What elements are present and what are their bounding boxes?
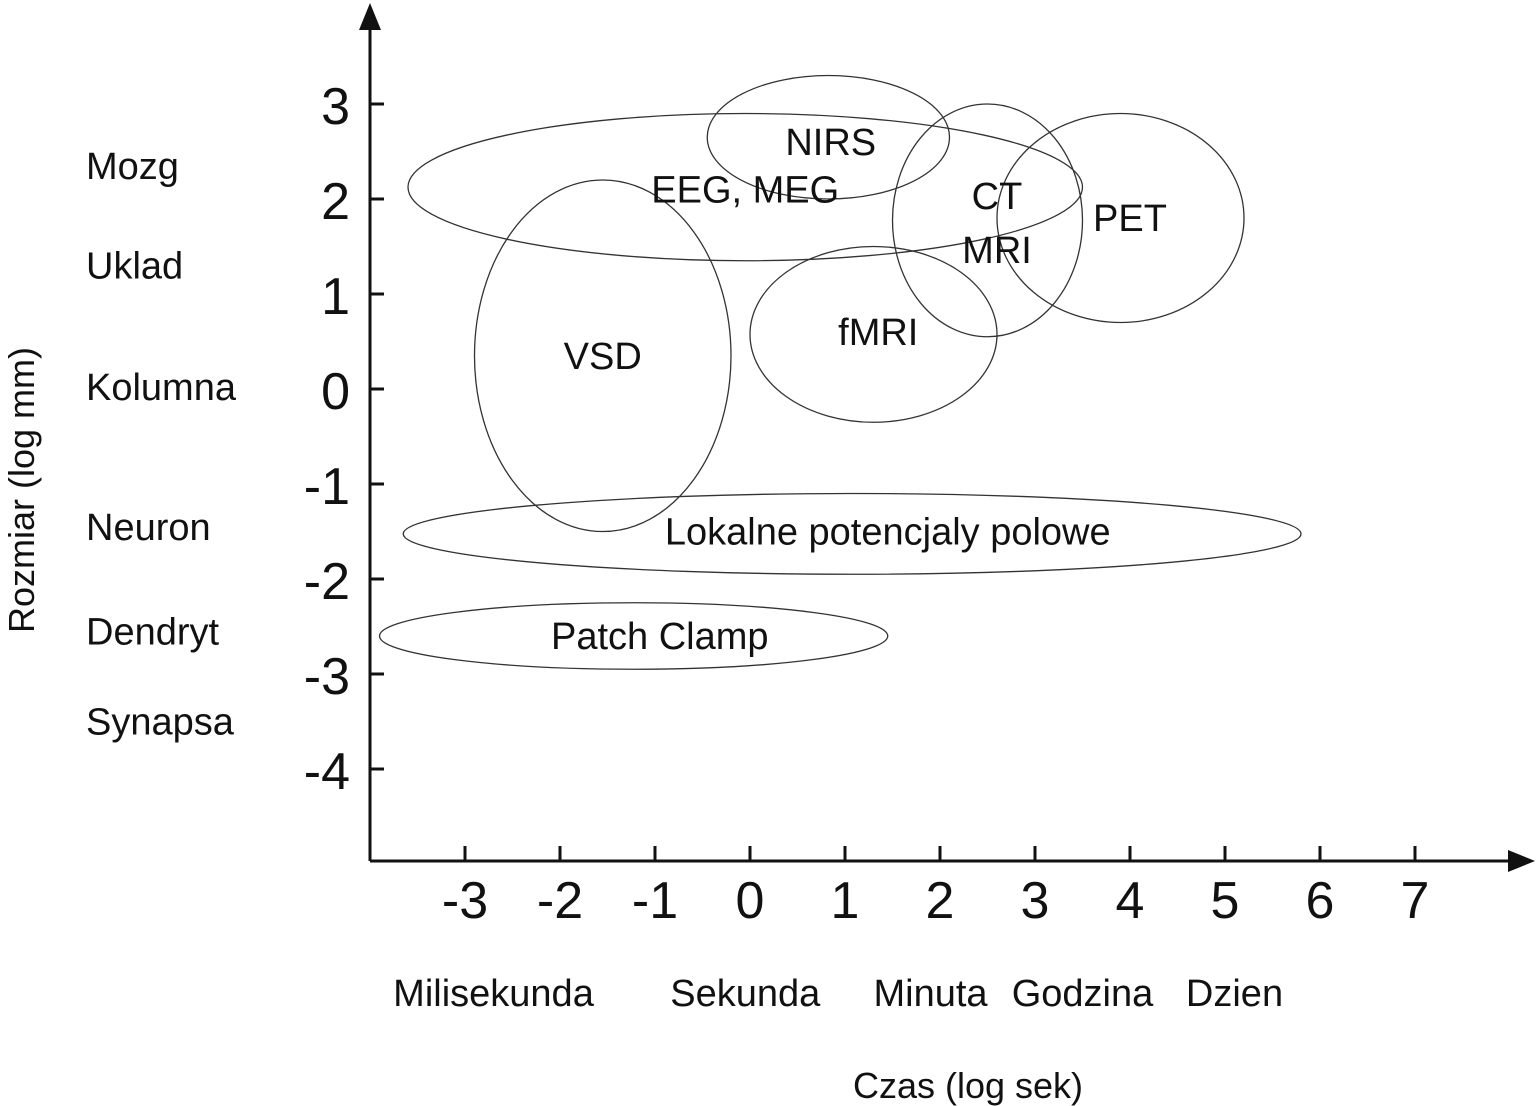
ellipse-patch-clamp <box>378 602 889 670</box>
method-label-pet: PET <box>1093 198 1167 240</box>
ellipse-vsd <box>473 179 732 533</box>
size-scale-label: Uklad <box>86 246 183 288</box>
ellipse-nirs <box>706 74 951 200</box>
x-axis-title: Czas (log sek) <box>853 1065 1083 1106</box>
y-tick-label: -2 <box>304 553 350 611</box>
y-axis-title: Rozmiar (log mm) <box>1 347 42 633</box>
method-label-vsd: VSD <box>564 336 642 378</box>
method-label-eeg-meg: EEG, MEG <box>651 170 839 212</box>
method-label-nirs: NIRS <box>785 122 876 164</box>
ellipse-lokalne-potencjaly-polowe <box>402 492 1302 575</box>
y-tick-label: 2 <box>321 173 350 231</box>
y-tick-label: -1 <box>304 458 350 516</box>
x-tick-label: -3 <box>442 872 488 930</box>
size-scale-label: Kolumna <box>86 367 237 409</box>
y-tick-label: -3 <box>304 648 350 706</box>
x-tick-label: 7 <box>1401 872 1430 930</box>
time-scale-label: Dzien <box>1186 973 1283 1015</box>
time-scale-label: Sekunda <box>670 973 821 1015</box>
time-scale-label: Minuta <box>873 973 988 1015</box>
x-tick-label: 1 <box>831 872 860 930</box>
method-label-ct-mri: CT <box>972 176 1023 218</box>
y-tick-label: 3 <box>321 78 350 136</box>
x-tick-label: 2 <box>926 872 955 930</box>
method-label-fmri: fMRI <box>838 312 918 354</box>
x-tick-label: 6 <box>1306 872 1335 930</box>
method-label-lokalne-potencjaly-polowe: Lokalne potencjaly polowe <box>665 512 1111 554</box>
size-scale-label: Mozg <box>86 146 179 188</box>
time-scale-label: Milisekunda <box>393 973 595 1015</box>
size-scale-label: Dendryt <box>86 611 219 653</box>
x-tick-label: 5 <box>1211 872 1240 930</box>
x-tick-label: 3 <box>1021 872 1050 930</box>
method-label-patch-clamp: Patch Clamp <box>551 616 769 658</box>
x-tick-label: 0 <box>736 872 765 930</box>
size-scale-label: Neuron <box>86 507 211 549</box>
tick-labels: -3 -2 -1 0 1 2 3 4 5 6 7 3 2 1 0 -1 -2 -3 -4 <box>304 78 1430 930</box>
ellipse-fmri <box>749 245 998 423</box>
ellipse-eeg-meg <box>407 112 1084 262</box>
x-axis-arrowhead <box>1508 850 1535 872</box>
y-axis-arrowhead <box>359 3 381 30</box>
size-scale-label: Synapsa <box>86 702 235 744</box>
time-scale-label: Godzina <box>1012 973 1154 1015</box>
ellipse-pet <box>996 112 1245 324</box>
ellipse-ct-mri <box>891 103 1084 338</box>
y-tick-label: -4 <box>304 743 350 801</box>
method-label-ct-mri: MRI <box>962 230 1032 272</box>
x-tick-label: -1 <box>632 872 678 930</box>
x-tick-label: 4 <box>1116 872 1145 930</box>
y-tick-label: 0 <box>321 363 350 421</box>
method-labels: EEG, MEG NIRS CT MRI PET VSD fMRI Lokalne poten… <box>551 122 1167 658</box>
y-tick-label: 1 <box>321 268 350 326</box>
x-tick-label: -2 <box>537 872 583 930</box>
method-ellipses <box>378 74 1302 670</box>
scale-labels: Milisekunda Sekunda Minuta Godzina Dzien Mozg… <box>86 146 1283 1015</box>
axes <box>359 3 1535 872</box>
